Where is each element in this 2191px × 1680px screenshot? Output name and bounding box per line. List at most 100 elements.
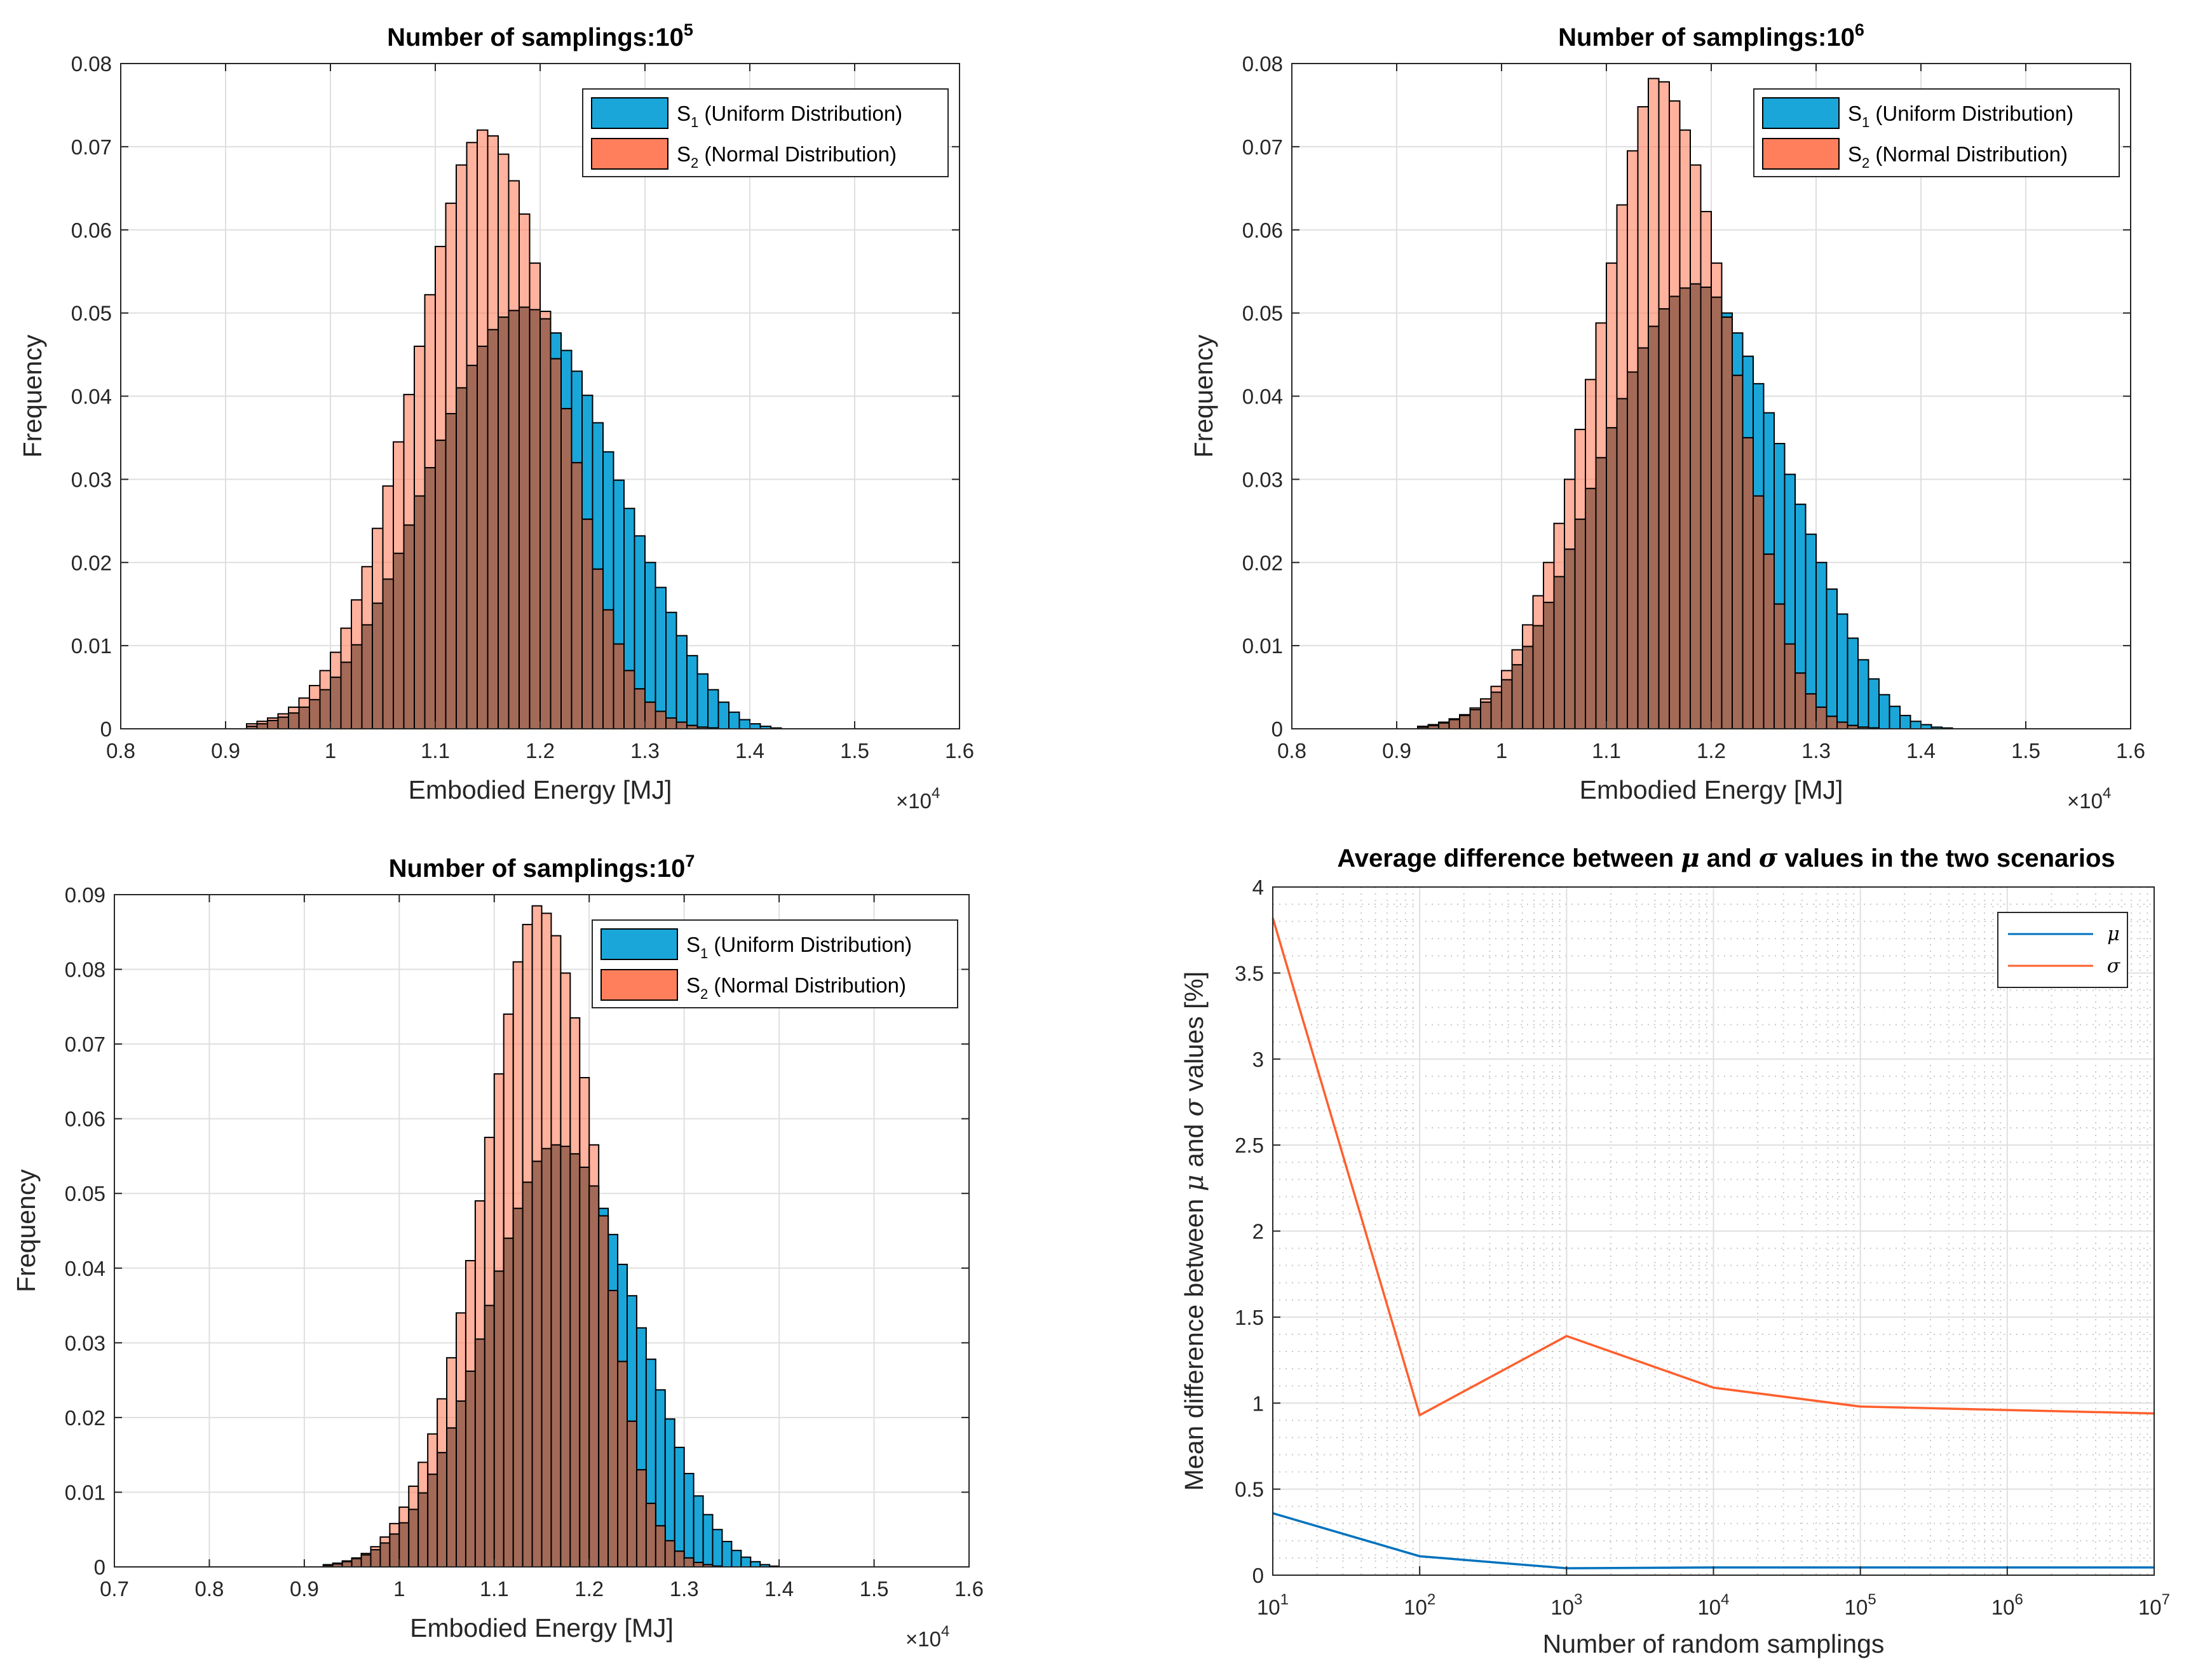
y-tick-label: 3 xyxy=(1252,1048,1264,1071)
bar-overlap xyxy=(417,1492,429,1568)
bar-overlap xyxy=(424,467,436,729)
y-tick-label: 0.05 xyxy=(71,302,112,325)
bar-overlap xyxy=(319,689,331,730)
y-tick-label: 0.08 xyxy=(65,958,105,982)
bar-overlap xyxy=(360,1554,372,1568)
bar-overlap xyxy=(635,1469,647,1568)
bar-s1 xyxy=(738,719,750,730)
bar-overlap xyxy=(1511,664,1523,729)
bar-overlap xyxy=(351,644,363,729)
bar-overlap xyxy=(613,643,625,729)
y-tick-label: 0.01 xyxy=(71,634,112,658)
bar-overlap xyxy=(474,1338,485,1568)
bar-s1 xyxy=(717,701,729,729)
y-tick-label: 0.07 xyxy=(65,1033,105,1056)
bar-overlap xyxy=(435,439,447,730)
y-tick-label: 0.01 xyxy=(65,1480,105,1504)
bar-overlap xyxy=(1669,295,1681,729)
x-multiplier: ×104 xyxy=(2067,785,2111,813)
bar-overlap xyxy=(581,518,594,729)
x-tick-label: 1 xyxy=(1496,739,1507,762)
y-tick-label: 1.5 xyxy=(1235,1306,1264,1329)
x-axis-label: Embodied Energy [MJ] xyxy=(410,1613,674,1643)
bar-s1 xyxy=(1889,705,1901,729)
bar-overlap xyxy=(665,717,677,729)
bar-s1 xyxy=(693,1495,704,1568)
y-tick-label: 0.06 xyxy=(71,219,112,242)
bar-overlap xyxy=(1543,602,1555,729)
bar-overlap xyxy=(466,365,478,729)
legend-swatch-s2 xyxy=(600,969,678,1001)
bar-overlap xyxy=(1815,706,1828,730)
chart-title: Number of samplings:107 xyxy=(389,851,695,883)
legend-box xyxy=(1997,912,2128,988)
x-tick-label: 1.2 xyxy=(1697,739,1726,762)
x-multiplier: ×104 xyxy=(896,785,940,813)
bar-overlap xyxy=(1679,287,1691,729)
x-tick-label: 0.8 xyxy=(1277,739,1306,762)
x-tick-label: 1.6 xyxy=(954,1577,984,1601)
x-tick-label: 0.9 xyxy=(1382,739,1411,762)
bar-overlap xyxy=(408,1508,419,1568)
bar-overlap xyxy=(1826,715,1838,730)
bar-s1 xyxy=(712,1529,723,1568)
bar-overlap xyxy=(1627,371,1639,729)
bar-overlap xyxy=(414,495,426,729)
legend-label-mu: μ xyxy=(2107,923,2120,945)
chart-title: Number of samplings:106 xyxy=(1558,20,1864,51)
bar-overlap xyxy=(512,1207,524,1568)
x-tick-label: 1.4 xyxy=(1906,739,1936,762)
bar-overlap xyxy=(341,1561,353,1568)
bar-overlap xyxy=(487,329,499,729)
bar-overlap xyxy=(560,408,573,729)
bar-overlap xyxy=(1564,548,1576,729)
x-tick-label: 1.5 xyxy=(860,1577,889,1601)
bar-s1 xyxy=(675,635,688,729)
y-tick-label: 0.06 xyxy=(65,1108,105,1131)
bar-overlap xyxy=(256,723,268,729)
x-tick-label: 106 xyxy=(1991,1591,2023,1619)
x-tick-label: 0.9 xyxy=(290,1577,319,1601)
y-tick-label: 0.03 xyxy=(71,468,112,491)
bar-s1 xyxy=(750,1561,761,1568)
bar-overlap xyxy=(1585,487,1597,729)
bar-overlap xyxy=(1606,427,1618,729)
x-tick-label: 1.2 xyxy=(526,739,555,762)
bar-s1 xyxy=(696,673,709,730)
bar-overlap xyxy=(1637,347,1649,729)
y-axis-label: Frequency xyxy=(11,1169,41,1292)
y-tick-label: 0.04 xyxy=(65,1257,105,1280)
y-tick-label: 0 xyxy=(94,1555,105,1579)
legend-swatch-s2 xyxy=(591,138,668,170)
x-tick-label: 1 xyxy=(325,739,336,762)
bar-s1 xyxy=(1899,715,1911,730)
bar-overlap xyxy=(519,306,531,729)
x-tick-label: 105 xyxy=(1845,1591,1876,1619)
y-tick-label: 0.04 xyxy=(71,385,112,409)
bar-s1 xyxy=(1909,721,1922,729)
histogram-panel-3: 0.7 0.8 0.9 1 1.1 1.2 1.3 1.4 1.5 1.6 0 0.01 0.02 0.0… xyxy=(11,851,984,1651)
legend-label-s1: S1 (Uniform Distribution) xyxy=(1848,102,2073,130)
bar-overlap xyxy=(522,1181,533,1568)
y-tick-label: 0 xyxy=(1272,717,1283,741)
bar-overlap xyxy=(539,318,552,729)
x-tick-label: 102 xyxy=(1404,1591,1435,1619)
bar-overlap xyxy=(1742,437,1754,729)
bar-overlap xyxy=(330,676,342,730)
y-tick-label: 0.08 xyxy=(71,52,112,76)
bar-overlap xyxy=(1438,722,1450,729)
bar-overlap xyxy=(1784,643,1796,729)
bar-overlap xyxy=(645,1503,656,1568)
line-panel: 101 102 103 104 105 106 107 0 0.5 1 1.5 2 2.5 3 3.5 4 Av… xyxy=(1179,843,2170,1658)
bar-overlap xyxy=(403,524,415,729)
x-tick-label: 1.1 xyxy=(480,1577,509,1601)
bar-overlap xyxy=(592,568,604,729)
x-tick-label: 0.7 xyxy=(100,1577,129,1601)
bar-overlap xyxy=(361,624,373,729)
x-axis-label: Number of random samplings xyxy=(1543,1629,1885,1658)
bar-overlap xyxy=(1522,646,1534,730)
y-axis-label: Mean difference between μ and σ values [… xyxy=(1179,972,1209,1491)
legend-label-s2: S2 (Normal Distribution) xyxy=(686,973,906,1002)
x-tick-label: 1.3 xyxy=(630,739,660,762)
